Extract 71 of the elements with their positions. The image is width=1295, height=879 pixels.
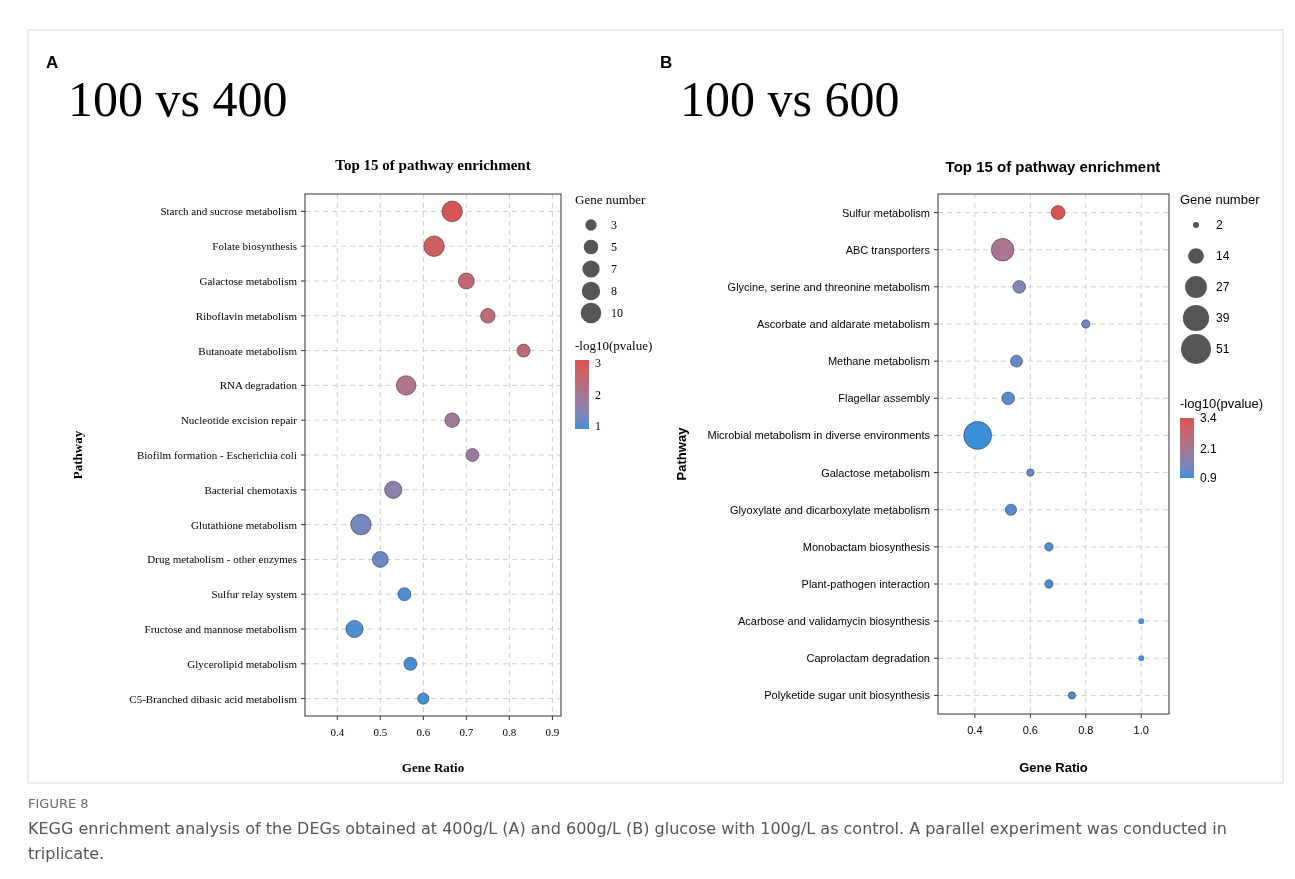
y-tick-label: Folate biosynthesis [212, 240, 297, 253]
y-tick-label: RNA degradation [219, 379, 298, 392]
y-tick-label: Glutathione metabolism [190, 518, 298, 531]
y-tick-label: Galactose metabolism [821, 466, 930, 479]
y-tick-label: Flagellar assembly [838, 392, 931, 405]
y-tick-label: Nucleotide excision repair [180, 414, 298, 427]
legend-label: 39 [1216, 311, 1230, 325]
caption: FIGURE 8 [28, 796, 89, 811]
chart-title: Top 15 of pathway enrichment [335, 157, 531, 173]
color-bar-title: -log10(pvalue) [1180, 396, 1264, 411]
x-axis-title: Gene Ratio [401, 760, 465, 775]
color-bar-title: -log10(pvalue) [575, 338, 653, 353]
legend-label: 27 [1216, 280, 1230, 294]
x-tick-label: 0.6 [416, 726, 431, 738]
text: 100 vs 600 [680, 71, 900, 127]
y-tick-label: Sulfur relay system [211, 588, 298, 601]
y-tick-label: Acarbose and validamycin biosynthesis [738, 615, 931, 628]
x-tick-label: 0.6 [1022, 724, 1038, 736]
legend-label: 3 [611, 218, 617, 232]
y-tick-label: Galactose metabolism [199, 275, 298, 287]
x-tick-label: 0.7 [459, 726, 474, 738]
legend-title: Gene number [575, 192, 647, 207]
legend-label: 8 [611, 284, 617, 298]
legend-label: 10 [611, 306, 623, 320]
y-tick-label: Glyoxylate and dicarboxylate metabolism [730, 503, 930, 516]
y-tick-label: Monobactam biosynthesis [802, 540, 931, 553]
y-axis-title: Pathway [674, 426, 689, 481]
color-bar-label: 0.9 [1200, 471, 1218, 485]
color-bar-label: 3 [595, 356, 601, 371]
legend-label: 5 [611, 240, 617, 254]
color-bar-label: 2 [595, 387, 601, 402]
y-tick-label: Caprolactam degradation [806, 652, 930, 665]
text: B [660, 53, 673, 72]
y-tick-label: Biofilm formation - Escherichia coli [136, 449, 297, 461]
legend-label: 14 [1216, 249, 1230, 263]
x-tick-label: 0.8 [1078, 724, 1094, 736]
y-tick-label: C5-Branched dibasic acid metabolism [129, 692, 298, 705]
chart-title: Top 15 of pathway enrichment [945, 158, 1161, 175]
y-tick-label: Glycine, serine and threonine metabolism [727, 280, 930, 293]
y-tick-label: Sulfur metabolism [841, 206, 930, 219]
text: KEGG enrichment analysis of the DEGs obtained at 400g/L (A) and 600g/L (B) glucose with 100g/L as control. A parallel experiment was conducted in triplicate. [28, 818, 1228, 865]
y-tick-label: Bacterial chemotaxis [204, 483, 297, 496]
color-bar-label: 2.1 [1200, 442, 1218, 457]
y-tick-label: Microbial metabolism in diverse environments [707, 429, 931, 442]
legend-label: 7 [611, 262, 617, 276]
x-tick-label: 0.4 [330, 726, 345, 738]
y-tick-label: Plant-pathogen interaction [801, 578, 930, 590]
y-tick-label: Ascorbate and aldarate metabolism [756, 318, 930, 330]
color-bar-label: 3.4 [1200, 411, 1218, 425]
y-axis-title: Pathway [70, 430, 85, 480]
x-tick-label: 0.9 [545, 726, 560, 738]
text: A [46, 53, 59, 72]
y-tick-label: Drug metabolism - other enzymes [147, 553, 297, 566]
legend-label: 51 [1216, 342, 1230, 356]
y-tick-label: ABC transporters [845, 243, 931, 256]
legend-title: Gene number [1180, 192, 1261, 207]
y-tick-label: Butanoate metabolism [198, 344, 298, 357]
y-tick-label: Fructose and mannose metabolism [144, 623, 298, 635]
y-tick-label: Riboflavin metabolism [195, 309, 298, 322]
y-tick-label: Glycerolipid metabolism [187, 657, 298, 670]
x-tick-label: 0.5 [373, 726, 388, 738]
y-tick-label: Methane metabolism [827, 355, 930, 368]
x-tick-label: 0.4 [967, 724, 983, 736]
x-tick-label: 1.0 [1133, 724, 1149, 736]
text: 100 vs 400 [68, 71, 288, 127]
y-tick-label: Starch and sucrose metabolism [160, 205, 298, 218]
legend-label: 2 [1216, 218, 1223, 232]
y-tick-label: Polyketide sugar unit biosynthesis [764, 689, 931, 702]
x-tick-label: 0.8 [502, 726, 517, 738]
color-bar-label: 1 [595, 418, 601, 433]
x-axis-title: Gene Ratio [1019, 760, 1088, 775]
